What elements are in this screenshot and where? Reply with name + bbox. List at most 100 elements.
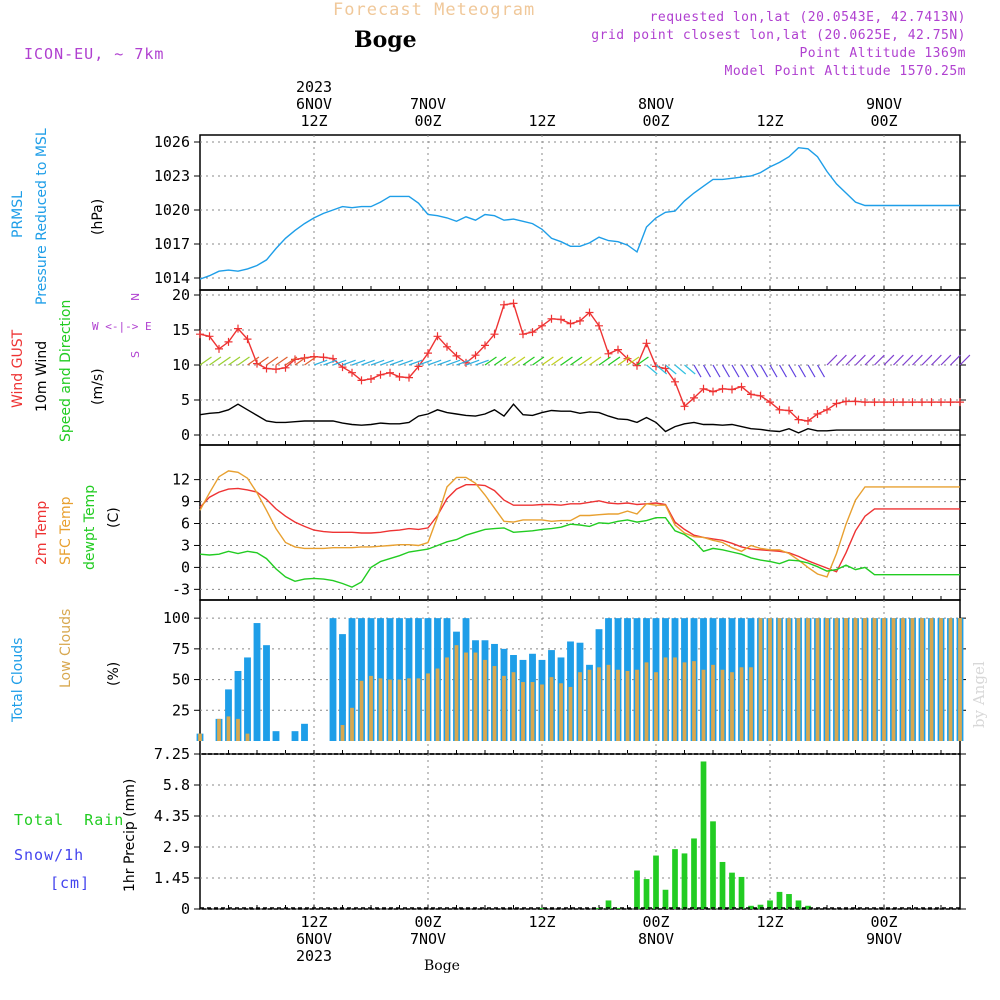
time-axis-line: 8NOV	[637, 95, 675, 113]
temperature-ytick-label: 0	[181, 558, 190, 576]
gust-marker	[728, 385, 736, 394]
wind-ytick-label: 0	[181, 426, 190, 444]
wind-direction-arrow	[721, 364, 731, 378]
wind-direction-arrow	[437, 359, 451, 366]
gust-marker	[709, 387, 717, 396]
low-cloud-bar	[948, 618, 953, 741]
rain-bar	[710, 821, 716, 909]
gust-marker	[310, 352, 318, 361]
gust-marker	[804, 417, 812, 425]
rain-bar	[786, 894, 792, 909]
wind-direction-arrow	[693, 364, 702, 378]
low-cloud-bar	[692, 661, 696, 741]
wind-direction-arrow	[342, 359, 356, 366]
model-label: ICON-EU, ~ 7km	[24, 45, 165, 63]
low-cloud-bar	[834, 618, 839, 741]
low-cloud-bar	[673, 657, 677, 741]
wind-direction-arrow	[826, 354, 838, 366]
gust-marker	[405, 373, 413, 382]
low-cloud-bar	[426, 673, 430, 741]
precipitation-frame	[199, 753, 961, 910]
wind-ytick-label: 15	[172, 321, 190, 339]
gust-marker	[262, 364, 271, 373]
gust-marker	[215, 344, 223, 353]
total-cloud-bar	[253, 623, 261, 741]
wind-direction-arrow	[218, 356, 231, 366]
gust-marker	[842, 397, 850, 406]
gust-marker	[813, 410, 822, 418]
wind-direction-arrow	[845, 354, 857, 366]
time-axis-line: 12Z	[756, 913, 784, 931]
gust-marker	[633, 361, 641, 370]
time-axis-line: 6NOV	[295, 95, 333, 113]
wind-direction-arrow	[351, 359, 366, 366]
total-cloud-bar	[272, 731, 280, 741]
wind-direction-arrow	[712, 364, 721, 378]
clouds-ytick-label: 25	[172, 701, 190, 719]
wind-direction-arrow	[788, 364, 797, 378]
wind-direction-arrow	[446, 359, 461, 366]
low-cloud-bar	[910, 618, 915, 741]
total-cloud-bar	[301, 723, 308, 741]
low-cloud-bar	[701, 669, 706, 741]
time-axis-line: 12Z	[300, 112, 328, 130]
rain-bar	[805, 905, 811, 909]
wind-direction-arrow	[617, 356, 630, 366]
low-cloud-bar	[616, 669, 620, 741]
gust-marker	[794, 415, 803, 424]
wind-direction-arrow	[608, 356, 621, 366]
low-cloud-bar	[606, 664, 611, 741]
requested-coords: requested lon,lat (20.0543E, 42.7413N)	[649, 10, 966, 25]
low-cloud-bar	[397, 679, 402, 741]
wind-direction-arrow	[399, 359, 413, 366]
gust-marker	[234, 324, 242, 333]
time-axis-line: 12Z	[528, 112, 556, 130]
rain-bar	[653, 855, 659, 909]
gust-marker	[509, 299, 518, 308]
low-cloud-bar	[682, 662, 687, 741]
temperature-ytick-label: 12	[172, 471, 190, 489]
time-axis-line: 00Z	[414, 112, 442, 130]
gust-marker	[538, 321, 546, 330]
time-axis-line: 2023	[295, 78, 333, 96]
gust-marker	[889, 398, 898, 407]
gust-marker	[481, 341, 489, 350]
time-axis-line: 00Z	[870, 913, 898, 931]
total-cloud-bar	[244, 657, 251, 741]
wind-direction-arrow	[475, 359, 489, 366]
wind-direction-arrow	[418, 359, 432, 366]
wind-direction-arrow	[370, 359, 385, 366]
wind-direction-arrow	[655, 364, 668, 375]
rain-bar	[681, 853, 688, 909]
time-axis-line: 9NOV	[865, 930, 903, 948]
compass-horizontal: W <-|-> E	[92, 320, 152, 333]
low-cloud-bar	[388, 679, 392, 741]
gust-marker	[576, 316, 584, 325]
low-cloud-bar	[454, 645, 459, 741]
gust-marker	[376, 370, 385, 379]
total-rain-label: Total Rain	[14, 811, 124, 829]
gust-marker	[500, 300, 508, 309]
wind-direction-arrow	[361, 359, 375, 366]
rain-bar	[634, 870, 640, 909]
low-cloud-bar	[473, 652, 478, 741]
gust-marker	[756, 391, 765, 400]
gust-marker	[291, 355, 299, 364]
wind-direction-arrow	[864, 354, 876, 366]
wind-direction-arrow	[304, 356, 317, 366]
time-axis-line: 00Z	[870, 112, 898, 130]
gust-marker	[224, 337, 233, 346]
time-axis-line: 9NOV	[865, 95, 903, 113]
wind-direction-arrow	[522, 356, 535, 366]
rain-bar	[795, 900, 802, 909]
low-cloud-bar	[587, 669, 592, 741]
gust-marker	[414, 362, 423, 371]
low-cloud-bar	[872, 618, 877, 741]
low-cloud-bar	[815, 618, 820, 741]
snow-unit-label: [cm]	[50, 874, 91, 892]
gust-marker	[519, 330, 527, 339]
low-cloud-bar	[416, 678, 421, 741]
wind-direction-arrow	[199, 356, 212, 366]
series-2m-temp	[199, 484, 960, 573]
wind-direction-arrow	[456, 359, 470, 366]
